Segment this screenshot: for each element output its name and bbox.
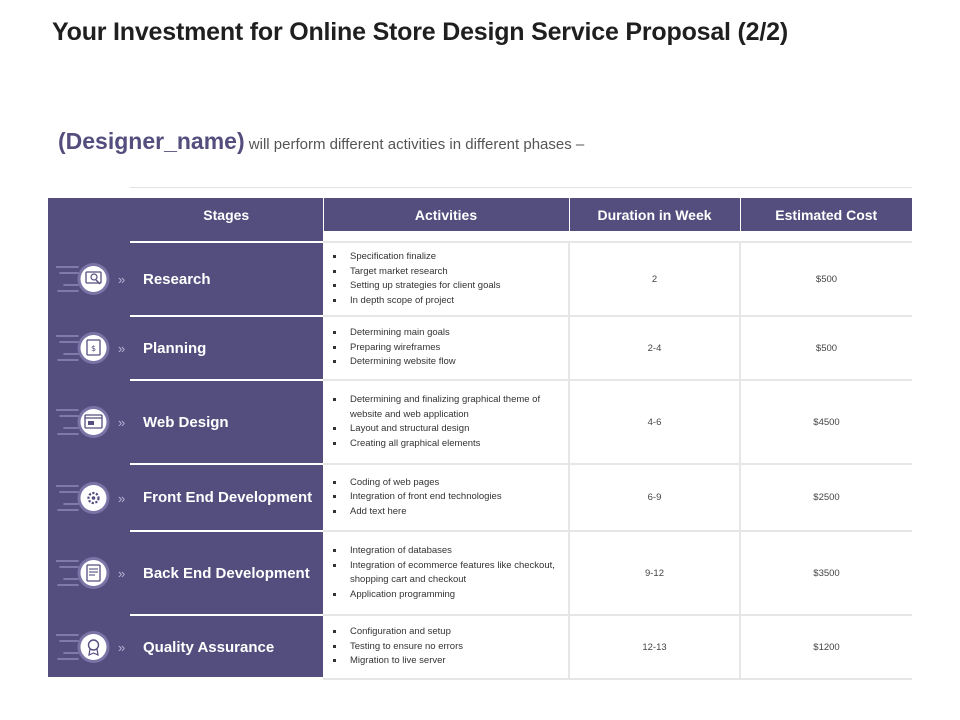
activities-cell: Determining main goals Preparing wirefram… (323, 315, 570, 380)
stage-name: Research (130, 241, 323, 316)
activity-item: Integration of front end technologies (331, 490, 568, 505)
activity-item: Setting up strategies for client goals (331, 279, 568, 294)
cost-cell: $500 (740, 241, 912, 316)
activities-cell: Determining and finalizing graphical the… (323, 379, 570, 464)
activity-item: Application programming (331, 588, 568, 603)
duration-cell: 2 (569, 241, 741, 316)
stage-name: Back End Development (130, 530, 323, 615)
header-stages: Stages (130, 198, 324, 231)
activities-list: Determining and finalizing graphical the… (331, 393, 568, 451)
cost-cell: $1200 (740, 614, 912, 680)
browser-window-icon (56, 402, 116, 442)
activities-cell: Integration of databases Integration of e… (323, 530, 570, 615)
activities-cell: Configuration and setup Testing to ensure… (323, 614, 570, 680)
duration-cell: 4-6 (569, 379, 741, 464)
activities-list: Specification finalize Target market rese… (331, 250, 568, 308)
table-row: Planning Determining main goals Preparing … (130, 315, 912, 380)
activity-item: Determining main goals (331, 326, 568, 341)
activity-item: Testing to ensure no errors (331, 640, 568, 655)
table-row: Back End Development Integration of datab… (130, 530, 912, 615)
duration-cell: 2-4 (569, 315, 741, 380)
activity-item: Layout and structural design (331, 422, 568, 437)
cost-cell: $500 (740, 315, 912, 380)
table-row: Front End Development Coding of web pages… (130, 463, 912, 531)
activity-item: Preparing wireframes (331, 341, 568, 356)
activity-item: Integration of databases (331, 544, 568, 559)
activity-item: Integration of ecommerce features like c… (331, 559, 568, 588)
activities-cell: Specification finalize Target market rese… (323, 241, 570, 316)
header-duration: Duration in Week (569, 198, 741, 231)
stage-name: Planning (130, 315, 323, 380)
table-row: Web Design Determining and finalizing gra… (130, 379, 912, 464)
stage-name: Front End Development (130, 463, 323, 531)
chevron-right-icon: » (118, 566, 126, 581)
chevron-right-icon: » (118, 640, 126, 655)
activity-item: Specification finalize (331, 250, 568, 265)
activity-item: In depth scope of project (331, 294, 568, 309)
activities-list: Coding of web pages Integration of front … (331, 476, 568, 520)
activity-item: Configuration and setup (331, 625, 568, 640)
subtitle-text: will perform different activities in dif… (244, 136, 585, 153)
duration-cell: 12-13 (569, 614, 741, 680)
quality-badge-icon (56, 627, 116, 667)
stage-name: Quality Assurance (130, 614, 323, 679)
activity-item: Migration to live server (331, 654, 568, 669)
activities-list: Determining main goals Preparing wirefram… (331, 326, 568, 370)
activities-list: Integration of databases Integration of e… (331, 544, 568, 602)
header-gap (130, 231, 912, 242)
activities-list: Configuration and setup Testing to ensure… (331, 625, 568, 669)
activity-item: Coding of web pages (331, 476, 568, 491)
duration-cell: 9-12 (569, 530, 741, 615)
activities-cell: Coding of web pages Integration of front … (323, 463, 570, 531)
chevron-right-icon: » (118, 490, 126, 506)
planning-board-icon: $ (56, 328, 116, 368)
table-row: Research Specification finalize Target mar… (130, 241, 912, 316)
server-document-icon (56, 553, 116, 593)
activity-item: Creating all graphical elements (331, 437, 568, 452)
stage-name: Web Design (130, 379, 323, 464)
chevron-right-icon: » (118, 272, 126, 287)
designer-name-placeholder: (Designer_name) (58, 128, 245, 154)
activity-item: Determining and finalizing graphical the… (331, 393, 568, 422)
divider-line (130, 187, 912, 188)
activity-item: Target market research (331, 265, 568, 280)
investment-table: Stages Activities Duration in Week Estim… (130, 198, 912, 680)
header-activities: Activities (323, 198, 570, 231)
gear-code-icon (56, 478, 116, 518)
header-cost: Estimated Cost (740, 198, 912, 231)
duration-cell: 6-9 (569, 463, 741, 531)
slide-title: Your Investment for Online Store Design … (52, 18, 788, 46)
cost-cell: $2500 (740, 463, 912, 531)
activity-item: Determining website flow (331, 355, 568, 370)
cost-cell: $3500 (740, 530, 912, 615)
table-header-row: Stages Activities Duration in Week Estim… (130, 198, 912, 231)
svg-text:$: $ (91, 344, 96, 353)
subtitle: (Designer_name) will perform different a… (58, 128, 584, 155)
chevron-right-icon: » (118, 341, 126, 356)
chevron-right-icon: » (118, 415, 126, 430)
activity-item: Add text here (331, 505, 568, 520)
magnifier-chart-icon (56, 259, 116, 299)
table-row: Quality Assurance Configuration and setup… (130, 614, 912, 680)
cost-cell: $4500 (740, 379, 912, 464)
